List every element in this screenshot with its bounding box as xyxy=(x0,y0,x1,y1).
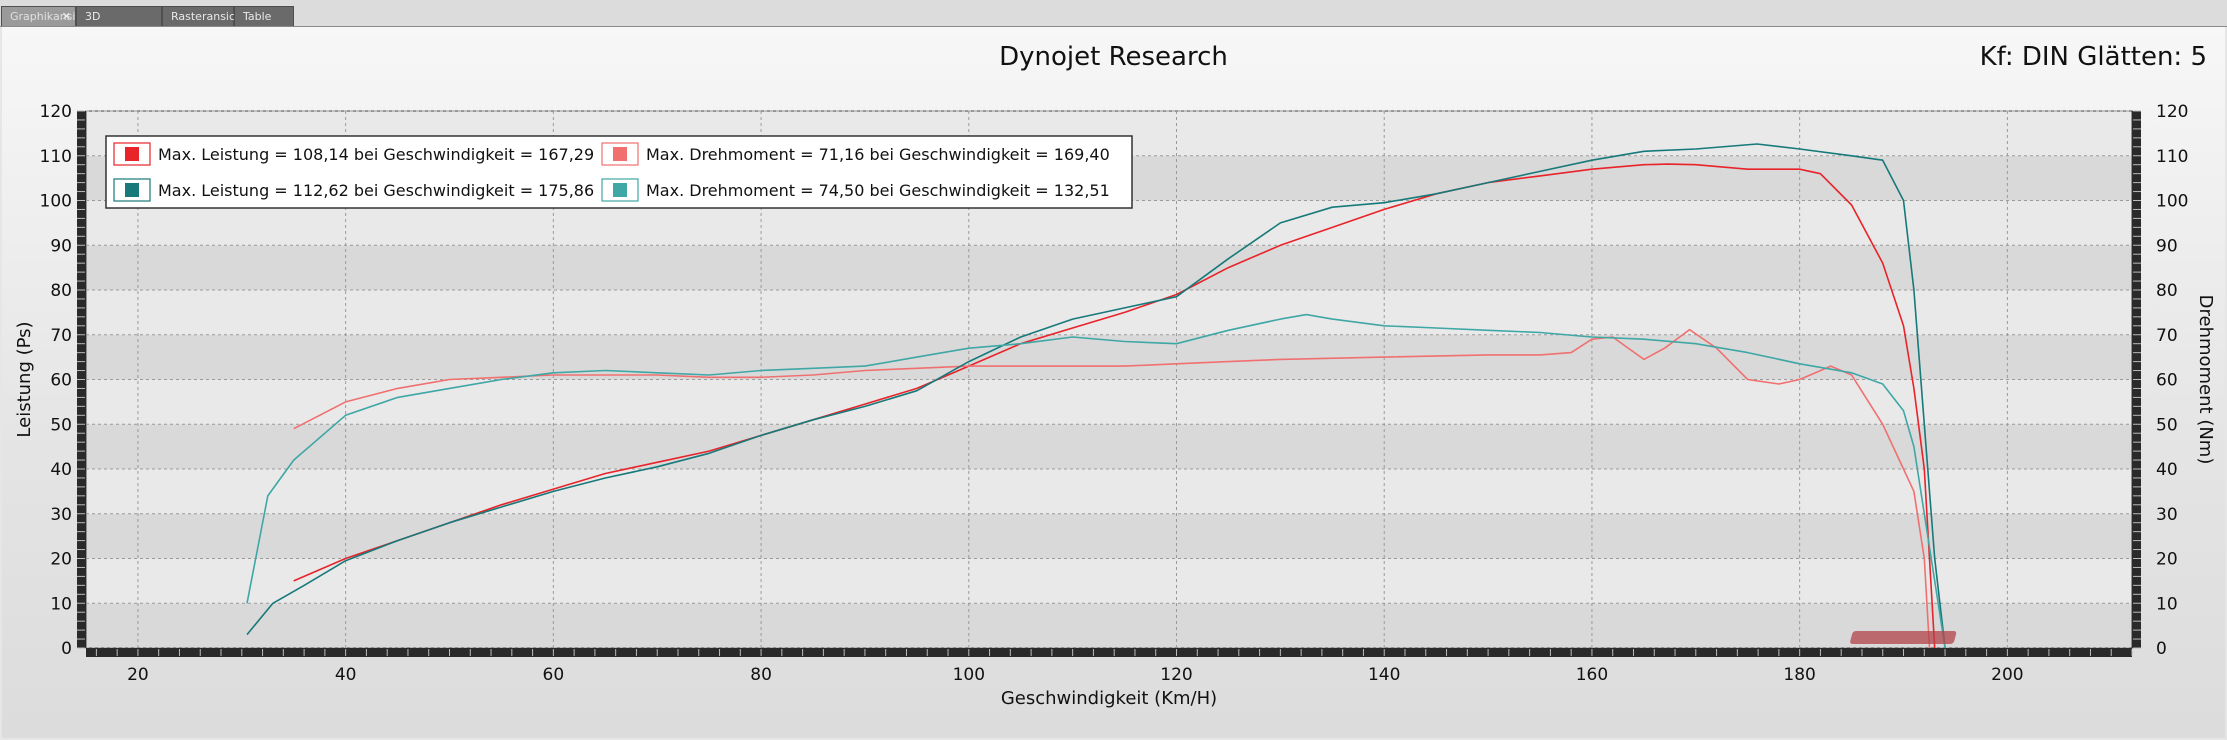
plot-band xyxy=(86,379,2132,425)
tab-label: Rasteransicht xyxy=(171,10,247,23)
y2-tick-label: 120 xyxy=(2156,102,2188,122)
y2-tick-label: 80 xyxy=(2156,281,2178,301)
legend-entry: Max. Drehmoment = 74,50 bei Geschwindigk… xyxy=(646,181,1110,200)
plot-band xyxy=(86,603,2132,648)
y-tick-label: 70 xyxy=(50,326,72,346)
plot-band xyxy=(86,558,2132,604)
y2-tick-label: 30 xyxy=(2156,505,2178,525)
y-tick-label: 100 xyxy=(40,192,72,212)
y-tick-label: 30 xyxy=(50,505,72,525)
y-tick-label: 60 xyxy=(50,371,72,391)
y2-tick-label: 0 xyxy=(2156,639,2167,659)
y2-tick-label: 60 xyxy=(2156,371,2178,391)
x-tick-label: 120 xyxy=(1160,665,1192,685)
tab-rasteransicht[interactable]: Rasteransicht xyxy=(162,6,246,26)
x-tick-label: 20 xyxy=(127,665,149,685)
y-tick-label: 90 xyxy=(50,236,72,256)
legend-entry: Max. Leistung = 108,14 bei Geschwindigke… xyxy=(158,145,594,164)
filter-info: Kf: DIN Glätten: 5 xyxy=(1979,42,2207,72)
series-line-1 xyxy=(293,163,1936,649)
legend-swatch xyxy=(125,147,139,161)
x-tick-label: 60 xyxy=(543,665,565,685)
plot-band xyxy=(86,245,2132,290)
series-line-2 xyxy=(293,328,1931,649)
y-tick-label: 40 xyxy=(50,460,72,480)
x-tick-label: 100 xyxy=(953,665,985,685)
plot-band xyxy=(86,469,2132,514)
y-tick-label: 50 xyxy=(50,415,72,435)
y2-tick-label: 20 xyxy=(2156,550,2178,570)
legend-entry: Max. Leistung = 112,62 bei Geschwindigke… xyxy=(158,181,594,200)
x-tick-strip xyxy=(86,648,2132,657)
y2-tick-label: 90 xyxy=(2156,236,2178,256)
dynojet-logo xyxy=(1850,631,1957,644)
y-axis-label: Leistung (Ps) xyxy=(14,321,35,437)
x-tick-label: 180 xyxy=(1783,665,1815,685)
legend-swatch xyxy=(613,147,627,161)
y-tick-label: 80 xyxy=(50,281,72,301)
series-line-4 xyxy=(246,313,1946,649)
x-tick-label: 80 xyxy=(750,665,772,685)
legend-swatch xyxy=(125,183,139,197)
y-tick-label: 10 xyxy=(50,594,72,614)
y-tick-label: 20 xyxy=(50,550,72,570)
plot-band xyxy=(86,424,2132,469)
y2-tick-label: 100 xyxy=(2156,192,2188,212)
y2-tick-label: 110 xyxy=(2156,147,2188,167)
tab-label: Graphikansicht xyxy=(10,10,93,23)
chart-title: Dynojet Research xyxy=(999,42,1228,72)
x-tick-label: 40 xyxy=(335,665,357,685)
y2-tick-label: 50 xyxy=(2156,415,2178,435)
y-tick-label: 120 xyxy=(40,102,72,122)
x-tick-label: 200 xyxy=(1991,665,2023,685)
tab-graphikansicht[interactable]: Graphikansicht ✕ xyxy=(1,6,93,26)
y2-tick-label: 70 xyxy=(2156,326,2178,346)
plot-band xyxy=(86,513,2132,559)
close-icon[interactable]: ✕ xyxy=(61,10,71,23)
y2-axis-label: Drehmoment (Nm) xyxy=(2195,295,2216,465)
x-axis-label: Geschwindigkeit (Km/H) xyxy=(1001,688,1217,709)
legend-entry: Max. Drehmoment = 71,16 bei Geschwindigk… xyxy=(646,145,1110,164)
x-tick-label: 160 xyxy=(1576,665,1608,685)
legend-swatch xyxy=(613,183,627,197)
plot-band xyxy=(86,290,2132,335)
x-tick-label: 140 xyxy=(1368,665,1400,685)
y2-tick-label: 40 xyxy=(2156,460,2178,480)
y-tick-label: 110 xyxy=(40,147,72,167)
y-tick-label: 0 xyxy=(61,639,72,659)
plot-band xyxy=(86,334,2132,380)
y2-tick-label: 10 xyxy=(2156,594,2178,614)
series-line-3 xyxy=(246,143,1946,649)
